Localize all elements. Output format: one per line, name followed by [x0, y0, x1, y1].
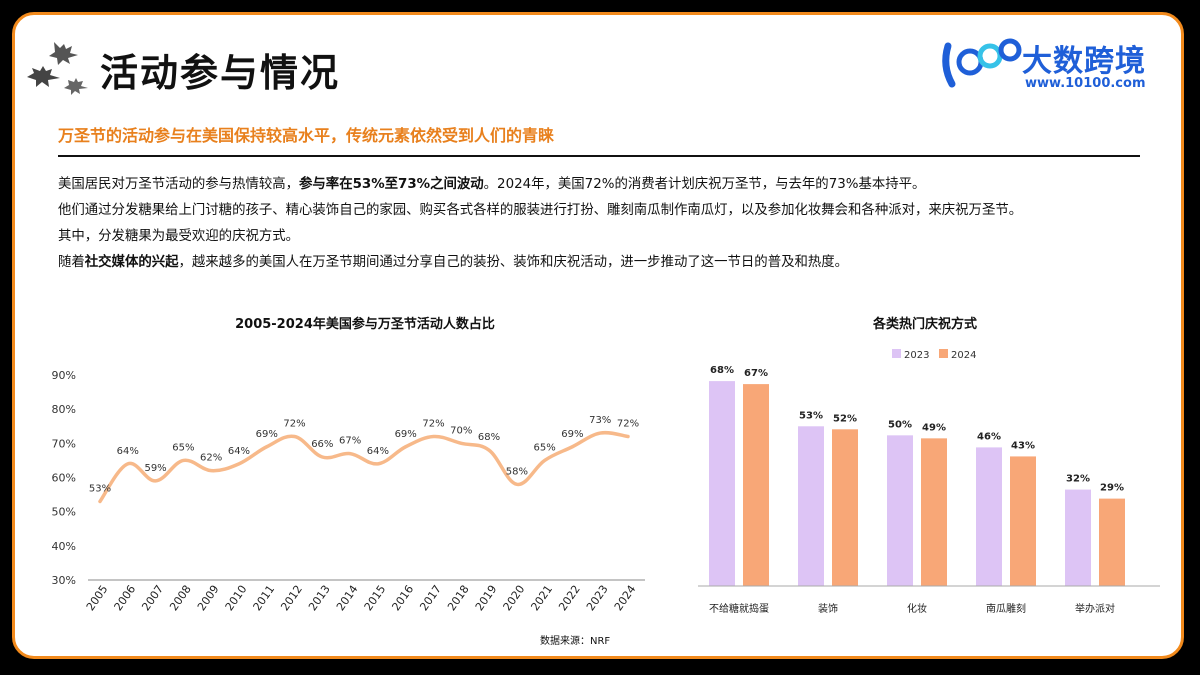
bar-2024	[1010, 456, 1036, 586]
line-chart-x-tick: 2024	[612, 583, 639, 613]
bar-chart-category-label: 南瓜雕刻	[986, 602, 1026, 615]
bar-data-label: 49%	[922, 422, 946, 433]
bar-2023	[1065, 489, 1091, 586]
line-chart-x-tick: 2006	[112, 583, 139, 613]
paragraph-1-emphasis: 参与率在53%至73%之间波动	[299, 177, 484, 192]
bar-data-label: 46%	[977, 431, 1001, 442]
page-title: 活动参与情况	[100, 51, 341, 95]
line-chart-data-label: 69%	[256, 429, 278, 440]
line-chart-y-tick: 60%	[52, 472, 76, 485]
line-chart-data-label: 73%	[589, 415, 611, 426]
paragraph-1-part-a: 美国居民对万圣节活动的参与热情较高，	[58, 177, 300, 192]
bar-data-label: 53%	[799, 410, 823, 421]
line-chart-data-label: 65%	[172, 442, 194, 453]
bar-2024	[921, 438, 947, 586]
paragraph-3: 其中，分发糖果为最受欢迎的庆祝方式。	[58, 229, 300, 244]
bar-data-label: 50%	[888, 419, 912, 430]
line-chart-x-tick: 2020	[501, 583, 528, 613]
bar-chart-legend-swatch	[939, 349, 948, 358]
bar-data-label: 67%	[744, 368, 768, 379]
line-chart-y-tick: 80%	[52, 403, 76, 416]
data-source: 数据来源：NRF	[540, 636, 611, 647]
bar-chart-category-label: 化妆	[907, 602, 927, 615]
line-chart-data-label: 72%	[617, 419, 639, 430]
line-chart-x-tick: 2009	[195, 583, 222, 613]
paragraph-2: 他们通过分发糖果给上门讨糖的孩子、精心装饰自己的家园、购买各式各样的服装进行打扮…	[58, 203, 1023, 218]
bar-chart: 各类热门庆祝方式 2023 2024 68% 67% 53% 52% 50% 49% 46% 4…	[698, 316, 1160, 615]
line-chart-x-tick: 2008	[167, 583, 194, 613]
bar-data-label: 52%	[833, 413, 857, 424]
brand-url[interactable]: www.10100.com	[1025, 76, 1146, 91]
brand-logo-icon	[942, 38, 1022, 88]
bar-chart-title: 各类热门庆祝方式	[872, 316, 977, 332]
line-chart-y-tick: 40%	[52, 540, 76, 553]
line-chart-x-tick: 2021	[528, 583, 555, 613]
line-chart-data-label: 64%	[228, 446, 250, 457]
line-chart-data-label: 72%	[283, 419, 305, 430]
line-chart-x-tick: 2022	[556, 583, 583, 613]
line-chart-data-label: 70%	[450, 425, 472, 436]
line-chart-x-tick: 2014	[334, 583, 361, 613]
line-chart-data-label: 68%	[478, 432, 500, 443]
line-chart-data-label: 62%	[200, 453, 222, 464]
line-chart-y-tick: 90%	[52, 369, 76, 382]
line-chart-x-tick: 2011	[251, 583, 278, 613]
bar-2023	[887, 435, 913, 586]
paragraph-1: 美国居民对万圣节活动的参与热情较高，参与率在53%至73%之间波动。2024年，…	[58, 172, 1148, 192]
bar-2023	[709, 381, 735, 586]
line-chart-data-label: 64%	[117, 446, 139, 457]
bar-2024	[1099, 498, 1125, 586]
paragraph-4-part-a: 随着	[58, 255, 85, 270]
bar-data-label: 32%	[1066, 474, 1090, 485]
line-chart-title: 2005-2024年美国参与万圣节活动人数占比	[235, 316, 495, 332]
bar-chart-legend-label: 2024	[951, 350, 976, 361]
bar-chart-legend-swatch	[892, 349, 901, 358]
line-chart-x-tick: 2018	[445, 583, 472, 613]
line-chart-x-tick: 2007	[139, 583, 166, 613]
paragraph-4: 随着社交媒体的兴起，越来越多的美国人在万圣节期间通过分享自己的装扮、装饰和庆祝活…	[58, 250, 1148, 270]
line-chart-x-tick: 2013	[306, 583, 333, 613]
line-chart-data-label: 69%	[561, 429, 583, 440]
bar-2024	[832, 429, 858, 586]
line-chart-data-label: 65%	[534, 442, 556, 453]
paragraph-1-part-c: 。2024年，美国72%的消费者计划庆祝万圣节，与去年的73%基本持平。	[483, 177, 926, 192]
line-chart-y-tick: 50%	[52, 506, 76, 519]
paragraph-4-emphasis: 社交媒体的兴起	[84, 255, 179, 270]
bar-chart-category-label: 装饰	[818, 602, 838, 615]
bar-2023	[798, 426, 824, 586]
bar-2023	[976, 447, 1002, 586]
bar-data-label: 68%	[710, 365, 734, 376]
line-chart-data-label: 69%	[395, 429, 417, 440]
line-chart-x-tick: 2010	[223, 583, 250, 613]
line-chart-x-tick: 2005	[84, 583, 111, 613]
line-chart-series-line	[98, 430, 630, 504]
paragraph-4-part-c: ，越来越多的美国人在万圣节期间通过分享自己的装扮、装饰和庆祝活动，进一步推动了这…	[178, 255, 849, 270]
line-chart-data-label: 59%	[144, 463, 166, 474]
line-chart-x-tick: 2015	[362, 583, 389, 613]
line-chart: 2005-2024年美国参与万圣节活动人数占比 30% 40% 50% 60% 70% 8…	[52, 316, 645, 613]
line-chart-data-label: 66%	[311, 439, 333, 450]
line-chart-data-label: 64%	[367, 446, 389, 457]
divider	[58, 155, 1140, 157]
brand-name: 大数跨境	[1022, 44, 1146, 79]
bats-icon	[27, 42, 88, 95]
bar-data-label: 43%	[1011, 440, 1035, 451]
line-chart-x-tick: 2017	[417, 583, 444, 613]
bar-2024	[743, 384, 769, 586]
line-chart-data-label: 58%	[506, 466, 528, 477]
line-chart-x-tick: 2016	[389, 583, 416, 613]
line-chart-y-tick: 30%	[52, 574, 76, 587]
line-chart-x-tick: 2023	[584, 583, 611, 613]
line-chart-data-label: 72%	[422, 419, 444, 430]
line-chart-x-tick: 2012	[278, 583, 305, 613]
bar-data-label: 29%	[1100, 483, 1124, 494]
line-chart-y-tick: 70%	[52, 437, 76, 450]
bar-chart-legend-label: 2023	[904, 350, 929, 361]
bar-chart-category-label: 举办派对	[1075, 602, 1115, 615]
line-chart-x-tick: 2019	[473, 583, 500, 613]
line-chart-data-label: 67%	[339, 436, 361, 447]
bar-chart-category-label: 不给糖就捣蛋	[709, 602, 769, 615]
line-chart-data-label: 53%	[89, 483, 111, 494]
section-subtitle: 万圣节的活动参与在美国保持较高水平，传统元素依然受到人们的青睐	[58, 126, 555, 145]
